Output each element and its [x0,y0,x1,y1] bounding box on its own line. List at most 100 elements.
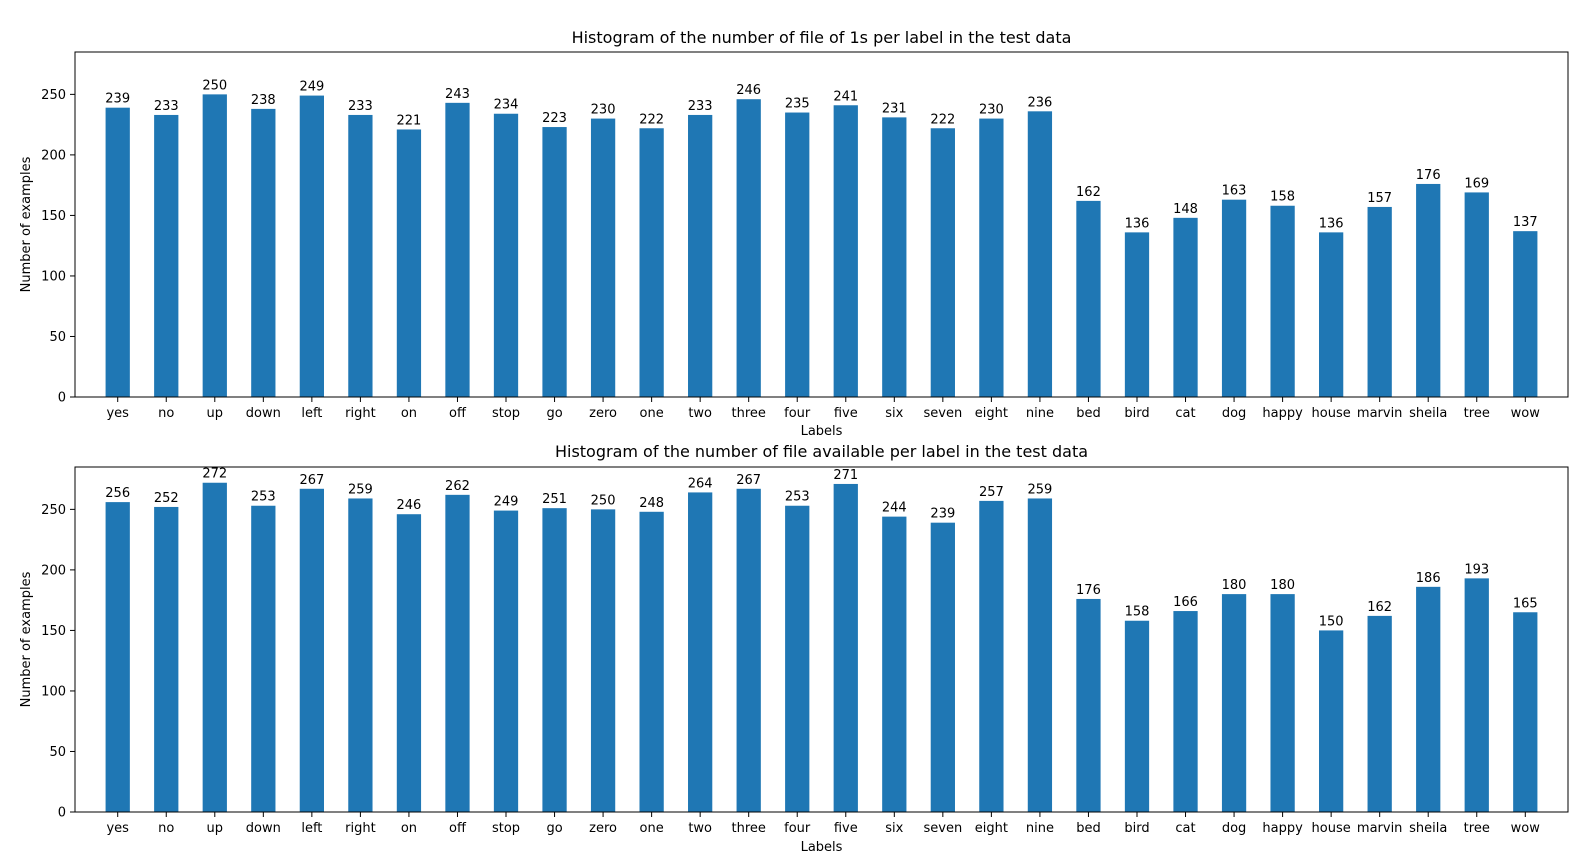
x-tick-label-marvin: marvin [1357,406,1403,421]
data-label-eight: 257 [979,485,1004,500]
chart-panel-1: 239 233 250 238 249 233 221 243 234 223 230 222 233 2… [19,28,1569,439]
data-label-bed: 162 [1076,185,1101,200]
bar-dog [1221,594,1247,812]
bar-seven [930,522,955,812]
data-label-off: 243 [445,87,470,102]
data-label-four: 235 [785,97,810,112]
x-tick-label-seven: seven [923,406,962,421]
x-tick-label-one: one [640,406,664,421]
x-tick-label-happy: happy [1262,406,1303,421]
x-tick-label-yes: yes [106,406,129,421]
bar-three [736,99,761,398]
x-tick-label-on: on [401,406,417,421]
data-label-on: 246 [397,498,422,513]
x-tick-label-three: three [731,821,765,836]
data-label-tree: 193 [1464,562,1489,577]
x-tick-label-four: four [784,406,811,421]
data-label-left: 249 [299,80,324,95]
bar-five [833,105,858,397]
y-tick-label-0: 0 [58,806,66,821]
bar-right [348,114,373,397]
data-label-three: 267 [736,473,761,488]
data-label-bird: 136 [1125,216,1150,231]
data-label-happy: 158 [1270,190,1295,205]
x-tick-label-on: on [401,821,417,836]
data-label-off: 262 [445,479,470,494]
data-label-stop: 234 [494,98,519,113]
bar-go [542,508,567,812]
data-label-house: 150 [1319,614,1344,629]
bar-on [396,514,422,812]
x-tick-label-no: no [158,821,174,836]
bar-sheila [1416,183,1441,397]
bar-one [639,128,664,397]
axes-frame [74,51,1569,398]
x-tick-label-sheila: sheila [1409,406,1447,421]
data-label-wow: 137 [1513,215,1538,230]
bar-house [1319,630,1344,812]
x-tick-label-five: five [834,821,858,836]
bar-go [542,127,567,398]
bar-no [154,506,179,812]
data-label-nine: 259 [1028,482,1053,497]
data-label-bird: 158 [1125,605,1150,620]
data-label-no: 233 [154,99,179,114]
data-label-down: 238 [251,93,276,108]
y-tick-label-200: 200 [41,148,66,163]
y-tick-label-50: 50 [49,330,66,345]
bar-left [299,488,324,812]
chart-title: Histogram of the number of file of 1s pe… [572,28,1072,47]
y-tick-label-250: 250 [41,88,66,103]
bar-on [396,129,422,397]
bar-cat [1173,217,1198,397]
bar-happy [1270,594,1295,812]
data-label-two: 264 [688,476,713,491]
data-label-up: 250 [202,78,227,93]
x-tick-label-six: six [885,821,903,836]
bar-off [445,494,470,812]
y-axis-label: Number of examples [19,571,34,707]
data-label-nine: 236 [1028,95,1053,110]
data-label-on: 221 [397,113,422,128]
x-tick-label-house: house [1312,406,1351,421]
x-tick-label-eight: eight [975,406,1008,421]
y-axis-label: Number of examples [19,156,34,292]
x-tick-label-off: off [449,406,467,421]
bar-eight [979,118,1004,397]
bar-happy [1270,205,1295,397]
data-label-five: 271 [833,468,858,483]
x-tick-label-happy: happy [1262,821,1303,836]
bar-up [202,94,227,398]
x-tick-label-bird: bird [1124,821,1149,836]
x-tick-label-tree: tree [1464,821,1490,836]
x-axis-label: Labels [801,424,843,439]
y-tick-label-100: 100 [41,684,66,699]
y-tick-label-200: 200 [41,563,66,578]
x-tick-label-marvin: marvin [1357,821,1403,836]
bar-yes [105,107,130,398]
data-label-one: 248 [639,496,664,511]
x-tick-label-cat: cat [1175,406,1195,421]
data-label-seven: 239 [930,507,955,522]
bar-stop [493,510,519,812]
y-tick-label-250: 250 [41,503,66,518]
x-tick-label-dog: dog [1222,406,1246,421]
bar-right [348,498,373,812]
x-tick-label-two: two [688,821,712,836]
bar-six [882,117,907,398]
x-tick-label-no: no [158,406,174,421]
bar-bed [1076,200,1101,397]
x-tick-label-five: five [834,406,858,421]
bar-four [785,505,810,812]
bar-cat [1173,611,1198,812]
bar-nine [1027,498,1053,812]
x-tick-label-zero: zero [589,821,617,836]
data-label-cat: 148 [1173,202,1198,217]
data-label-stop: 249 [494,495,519,510]
data-label-right: 233 [348,99,373,114]
bar-six [882,516,907,812]
x-tick-label-go: go [546,406,562,421]
axes-frame [74,466,1569,813]
bar-yes [105,502,130,812]
x-tick-label-sheila: sheila [1409,821,1447,836]
